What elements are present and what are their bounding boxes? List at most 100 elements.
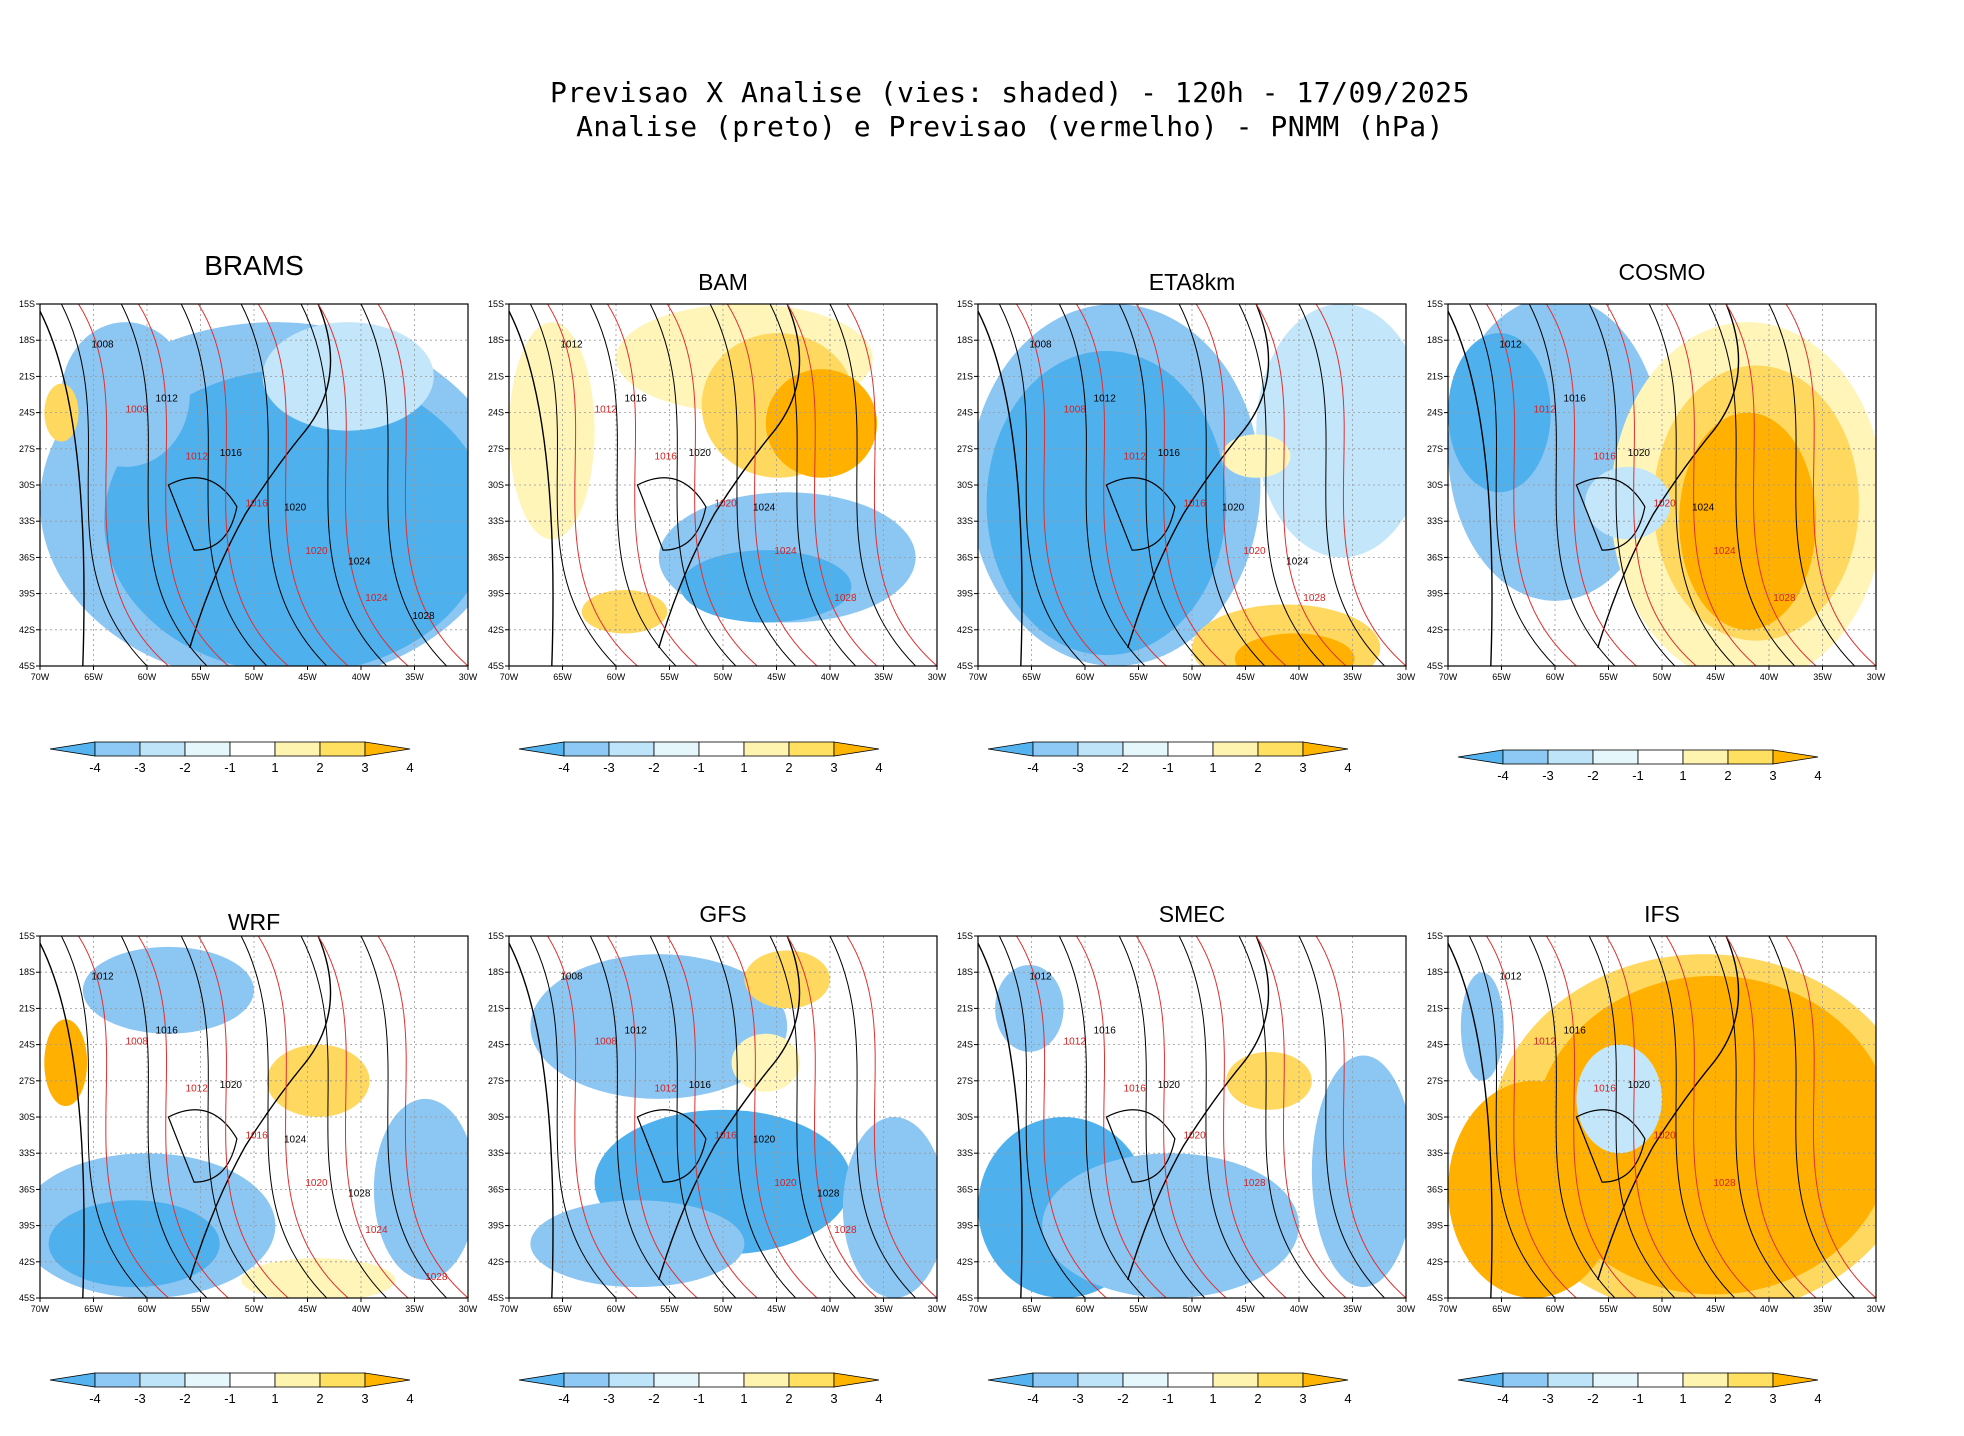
analysis-label: 1012 (1499, 971, 1522, 982)
lat-label: 18S (1427, 967, 1443, 977)
forecast-label: 1024 (365, 593, 388, 604)
colorbar-label: 3 (1769, 1391, 1776, 1406)
forecast-isobar (1135, 304, 1227, 666)
colorbar-label: -3 (603, 1391, 615, 1406)
forecast-isobar (726, 304, 818, 666)
analysis-label: 1020 (1222, 502, 1245, 513)
colorbar-swatch (1502, 749, 1549, 765)
colorbar-label: 3 (830, 760, 837, 775)
coastline (1448, 936, 1740, 1298)
lon-label: 60W (138, 1304, 157, 1314)
forecast-isobar (1785, 936, 1876, 1298)
colorbar-swatch (1547, 749, 1594, 765)
forecast-label: 1028 (1303, 593, 1326, 604)
analysis-label: 1020 (689, 448, 712, 459)
analysis-label: 1024 (1692, 502, 1715, 513)
lon-label: 65W (1022, 1304, 1041, 1314)
lon-label: 55W (1599, 1304, 1618, 1314)
analysis-isobar (1298, 304, 1385, 666)
colorbar-label: -3 (1072, 760, 1084, 775)
lon-label: 70W (969, 1304, 988, 1314)
lon-label: 60W (1546, 1304, 1565, 1314)
colorbar-label: -1 (1162, 1391, 1174, 1406)
colorbar-label: -3 (1542, 768, 1554, 783)
bias-shading: 1008 1012 1016 1020 1028 1008 1012 1016 1020 1028 (509, 936, 937, 1298)
analysis-label: 1028 (348, 1189, 371, 1200)
lon-label: 65W (553, 1304, 572, 1314)
lat-label: 24S (488, 408, 504, 418)
forecast-isobar (257, 304, 349, 666)
forecast-isobar (197, 936, 289, 1298)
forecast-label: 1008 (595, 1037, 618, 1048)
analysis-isobar (1528, 304, 1616, 666)
colorbar-swatch (229, 1372, 276, 1388)
lat-label: 42S (957, 1257, 973, 1267)
forecast-isobar (1665, 936, 1757, 1298)
lat-label: 21S (957, 371, 973, 381)
lat-label: 27S (957, 1076, 973, 1086)
lat-label: 21S (488, 1003, 504, 1013)
analysis-isobar (709, 304, 797, 666)
analysis-label: 1024 (284, 1134, 307, 1145)
analysis-label: 1016 (1158, 448, 1181, 459)
lat-label: 36S (19, 552, 35, 562)
analysis-isobar (1238, 936, 1326, 1298)
bias-region (1311, 1055, 1406, 1288)
lat-label: 33S (1427, 516, 1443, 526)
colorbar-swatch (653, 1372, 700, 1388)
analysis-label: 1016 (689, 1080, 712, 1091)
lat-label: 24S (1427, 1040, 1443, 1050)
lat-label: 36S (19, 1184, 35, 1194)
lat-label: 18S (957, 335, 973, 345)
lat-label: 18S (957, 967, 973, 977)
analysis-isobar (1708, 304, 1796, 666)
lon-label: 60W (607, 672, 626, 682)
lon-label: 50W (1183, 672, 1202, 682)
forecast-isobar (1195, 304, 1287, 666)
bias-region (1460, 972, 1504, 1081)
bias-region (509, 322, 595, 540)
colorbar-label: -1 (224, 760, 236, 775)
analysis-label: 1012 (91, 971, 114, 982)
lat-label: 39S (1427, 1221, 1443, 1231)
analysis-isobar (1648, 936, 1736, 1298)
forecast-isobar (1546, 304, 1637, 666)
lat-label: 33S (488, 516, 504, 526)
lon-label: 30W (459, 672, 478, 682)
colorbar-label: 1 (740, 1391, 747, 1406)
lon-label: 35W (1343, 1304, 1362, 1314)
forecast-label: 1016 (1124, 1084, 1147, 1095)
lon-label: 50W (245, 672, 264, 682)
bias-region (1234, 633, 1355, 666)
bias-region (1256, 304, 1406, 558)
lat-label: 15S (19, 931, 35, 941)
colorbar-arrow-left (1457, 1372, 1504, 1388)
colorbar-label: -2 (1117, 1391, 1129, 1406)
forecast-label: 1028 (834, 1225, 857, 1236)
colorbar-label: 2 (785, 760, 792, 775)
colorbar-arrow-right (364, 741, 411, 757)
colorbar-swatch (1592, 749, 1639, 765)
lat-label: 42S (19, 625, 35, 635)
analysis-label: 1012 (1094, 394, 1117, 405)
bias-shading: 1012 1016 1020 1024 1012 1016 1020 1024 1028 (509, 304, 937, 666)
lat-label: 30S (19, 1112, 35, 1122)
lon-label: 60W (607, 1304, 626, 1314)
colorbar: -4 -3 -2 -1 1 2 3 4 (987, 741, 1352, 775)
lon-label: 45W (767, 672, 786, 682)
title-line-2: Analise (preto) e Previsao (vermelho) - … (576, 110, 1444, 143)
lat-label: 42S (1427, 625, 1443, 635)
country-border (1105, 477, 1176, 551)
bias-shading: 1012 1016 1020 1012 1016 1020 1028 (1448, 936, 1876, 1298)
analysis-isobar (589, 304, 677, 666)
colorbar-label: -2 (1587, 1391, 1599, 1406)
lon-label: 70W (31, 1304, 50, 1314)
colorbar-swatch (184, 741, 231, 757)
colorbar-label: -4 (1027, 760, 1039, 775)
lat-label: 39S (1427, 589, 1443, 599)
lat-label: 24S (488, 1040, 504, 1050)
lon-label: 45W (298, 1304, 317, 1314)
lat-label: 36S (957, 1184, 973, 1194)
analysis-isobar (1238, 304, 1326, 666)
colorbar-label: 4 (1344, 760, 1351, 775)
